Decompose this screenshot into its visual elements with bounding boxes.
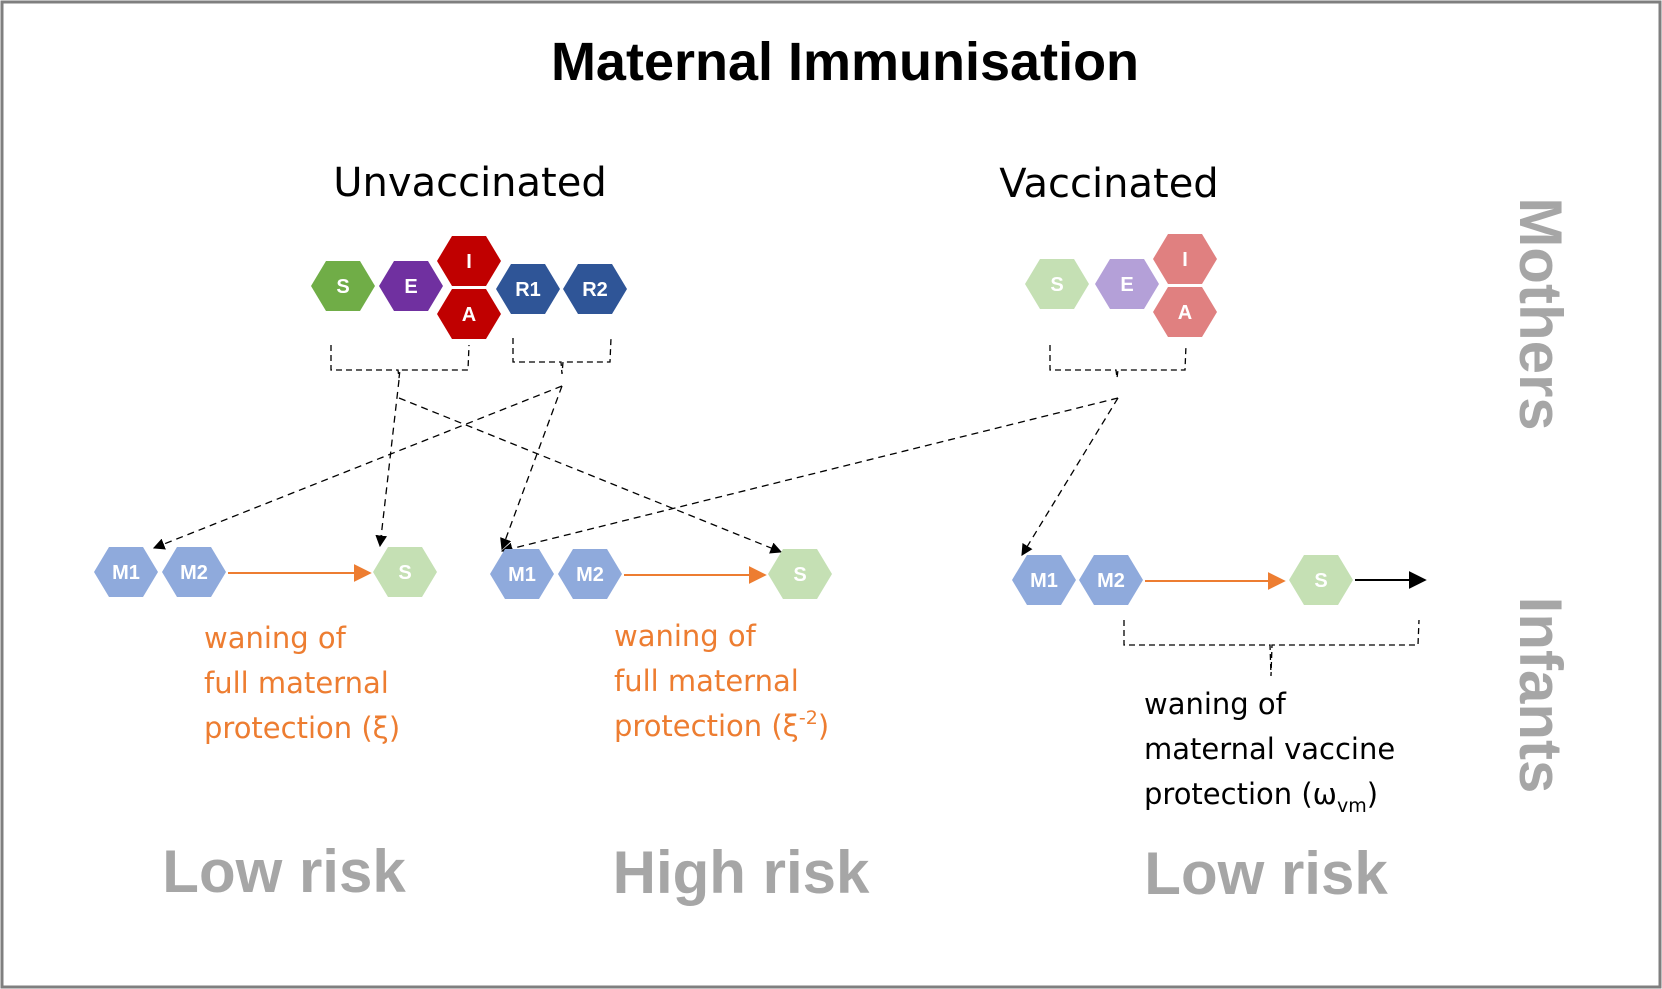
svg-text:I: I — [1182, 249, 1188, 271]
waning-note-line-2: full maternal — [614, 664, 799, 698]
mothers-vaccinated-compartments: S E I A — [1025, 234, 1217, 337]
vaccinated-compartment-e: E — [1095, 259, 1159, 309]
waning-note-line-1: waning of — [1144, 687, 1287, 721]
svg-text:R2: R2 — [582, 279, 608, 301]
waning-note-line-1: waning of — [614, 619, 757, 653]
infant-compartment-m2: M2 — [162, 547, 226, 597]
mothers-braces — [330, 337, 1187, 379]
infant-group-high-risk: M1 M2 S waning of full maternal protecti… — [490, 549, 870, 906]
infant-compartment-m1: M1 — [94, 547, 158, 597]
transfer-arrows — [152, 379, 1119, 556]
arrow-seia-to-s1 — [375, 379, 400, 548]
waning-note-line-3: protection (ξ) — [204, 711, 400, 745]
svg-text:M2: M2 — [180, 562, 208, 584]
compartment-i: I — [437, 236, 501, 286]
compartment-r2: R2 — [563, 264, 627, 314]
svg-text:E: E — [1120, 274, 1133, 296]
infant-compartment-s: S — [373, 547, 437, 597]
arrow-vacc-to-m1-third — [1021, 397, 1119, 556]
compartment-r1: R1 — [496, 264, 560, 314]
arrow-r-to-m1-second — [500, 385, 563, 551]
infant-compartment-m2: M2 — [1079, 555, 1143, 605]
vaccinated-compartment-a: A — [1153, 287, 1217, 337]
vaccinated-heading: Vaccinated — [999, 161, 1218, 207]
page-title: Maternal Immunisation — [551, 32, 1139, 92]
svg-text:A: A — [1178, 302, 1192, 324]
compartment-a: A — [437, 289, 501, 339]
svg-text:S: S — [1314, 570, 1327, 592]
risk-label: High risk — [613, 839, 870, 906]
vaccinated-compartment-s: S — [1025, 259, 1089, 309]
infant-compartment-s: S — [768, 549, 832, 599]
arrow-r-to-m1-first — [152, 385, 563, 550]
infant-compartment-m1: M1 — [1012, 555, 1076, 605]
svg-text:M1: M1 — [1030, 570, 1058, 592]
waning-note-line-1: waning of — [204, 621, 347, 655]
svg-text:S: S — [793, 564, 806, 586]
risk-label: Low risk — [162, 838, 406, 905]
infant-group-low-risk-1: M1 M2 S waning of full maternal protecti… — [94, 547, 437, 905]
infant-compartment-s: S — [1289, 555, 1353, 605]
svg-text:A: A — [462, 304, 476, 326]
waning-note-line-3: protection (ξ-2) — [614, 707, 829, 743]
infants-side-label: Infants — [1507, 597, 1574, 794]
brace-r1-r2 — [512, 337, 612, 375]
svg-text:S: S — [1050, 274, 1063, 296]
svg-text:M2: M2 — [576, 564, 604, 586]
brace-vaccinated — [1049, 344, 1187, 379]
svg-text:M1: M1 — [112, 562, 140, 584]
infant-group-low-risk-2: M1 M2 S waning of maternal vaccine prote… — [1012, 555, 1427, 907]
svg-text:M2: M2 — [1097, 570, 1125, 592]
svg-text:M1: M1 — [508, 564, 536, 586]
arrow-seia-to-s2 — [398, 397, 783, 554]
vaccinated-compartment-i: I — [1153, 234, 1217, 284]
compartment-s: S — [311, 261, 375, 311]
risk-label: Low risk — [1144, 840, 1388, 907]
mothers-unvaccinated-compartments: S E I A R1 R2 — [311, 236, 627, 339]
svg-text:E: E — [404, 276, 417, 298]
compartment-e: E — [379, 261, 443, 311]
svg-text:S: S — [398, 562, 411, 584]
vaccine-protection-brace — [1123, 619, 1420, 677]
waning-note-line-2: maternal vaccine — [1144, 732, 1395, 766]
arrow-vacc-to-m1-second — [500, 397, 1119, 555]
unvaccinated-heading: Unvaccinated — [333, 160, 606, 206]
infant-compartment-m2: M2 — [558, 549, 622, 599]
brace-s-e-i-a — [330, 344, 470, 379]
svg-text:R1: R1 — [515, 279, 541, 301]
infant-compartment-m1: M1 — [490, 549, 554, 599]
svg-text:S: S — [336, 276, 349, 298]
mothers-side-label: Mothers — [1507, 197, 1574, 430]
svg-text:I: I — [466, 251, 472, 273]
waning-note-line-2: full maternal — [204, 666, 389, 700]
waning-note-line-3: protection (ωvm) — [1144, 777, 1378, 817]
